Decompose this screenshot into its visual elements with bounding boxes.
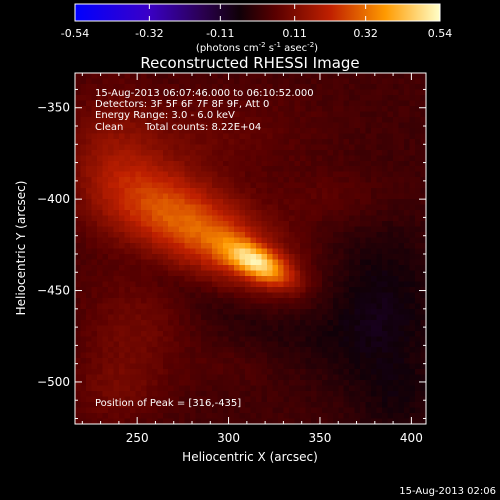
colorbar-ticks: -0.54 -0.32 -0.11 0.11 0.32 0.54 bbox=[61, 4, 452, 40]
colorbar-tick-label: -0.32 bbox=[135, 27, 163, 40]
x-axis-label: Heliocentric X (arcsec) bbox=[182, 450, 318, 464]
annotation-peak: Position of Peak = [316,-435] bbox=[95, 398, 241, 409]
colorbar-tick-label: -0.54 bbox=[61, 27, 89, 40]
x-tick-label: 250 bbox=[126, 431, 149, 445]
heatmap-image bbox=[75, 73, 426, 424]
y-axis: −350 −400 −450 −500 bbox=[37, 88, 426, 420]
colorbar-gradient bbox=[74, 3, 441, 22]
chart-title: Reconstructed RHESSI Image bbox=[140, 54, 359, 72]
y-tick-label: −500 bbox=[37, 375, 70, 389]
colorbar: -0.54 -0.32 -0.11 0.11 0.32 0.54 (photons cm-… bbox=[61, 3, 452, 54]
annotation-detectors: Detectors: 3F 5F 6F 7F 8F 9F, Att 0 bbox=[95, 99, 269, 110]
annotation-counts: Total counts: 8.22E+04 bbox=[144, 122, 261, 133]
annotation-energy: Energy Range: 3.0 - 6.0 keV bbox=[95, 110, 235, 121]
annotations: 15-Aug-2013 06:07:46.000 to 06:10:52.000… bbox=[95, 88, 314, 409]
colorbar-tick-label: 0.32 bbox=[353, 27, 378, 40]
y-tick-label: −400 bbox=[37, 192, 70, 206]
colorbar-tick-label: 0.11 bbox=[282, 27, 307, 40]
y-axis-label: Heliocentric Y (arcsec) bbox=[14, 181, 28, 316]
annotation-time-range: 15-Aug-2013 06:07:46.000 to 06:10:52.000 bbox=[95, 88, 314, 99]
x-tick-label: 350 bbox=[309, 431, 332, 445]
x-tick-label: 400 bbox=[400, 431, 423, 445]
colorbar-tick-label: -0.11 bbox=[206, 27, 234, 40]
x-tick-label: 300 bbox=[217, 431, 240, 445]
heatmap-raster bbox=[75, 73, 426, 424]
plot-frame bbox=[74, 72, 427, 425]
footer-timestamp: 15-Aug-2013 02:06 bbox=[399, 486, 496, 497]
y-tick-label: −350 bbox=[37, 101, 70, 115]
colorbar-tick-label: 0.54 bbox=[428, 27, 453, 40]
x-axis: 250 300 350 400 bbox=[81, 73, 423, 445]
annotation-algorithm: Clean bbox=[95, 122, 123, 133]
y-tick-label: −450 bbox=[37, 284, 70, 298]
colorbar-unit-label: (photons cm-2 s-1 asec-2) bbox=[196, 41, 318, 54]
